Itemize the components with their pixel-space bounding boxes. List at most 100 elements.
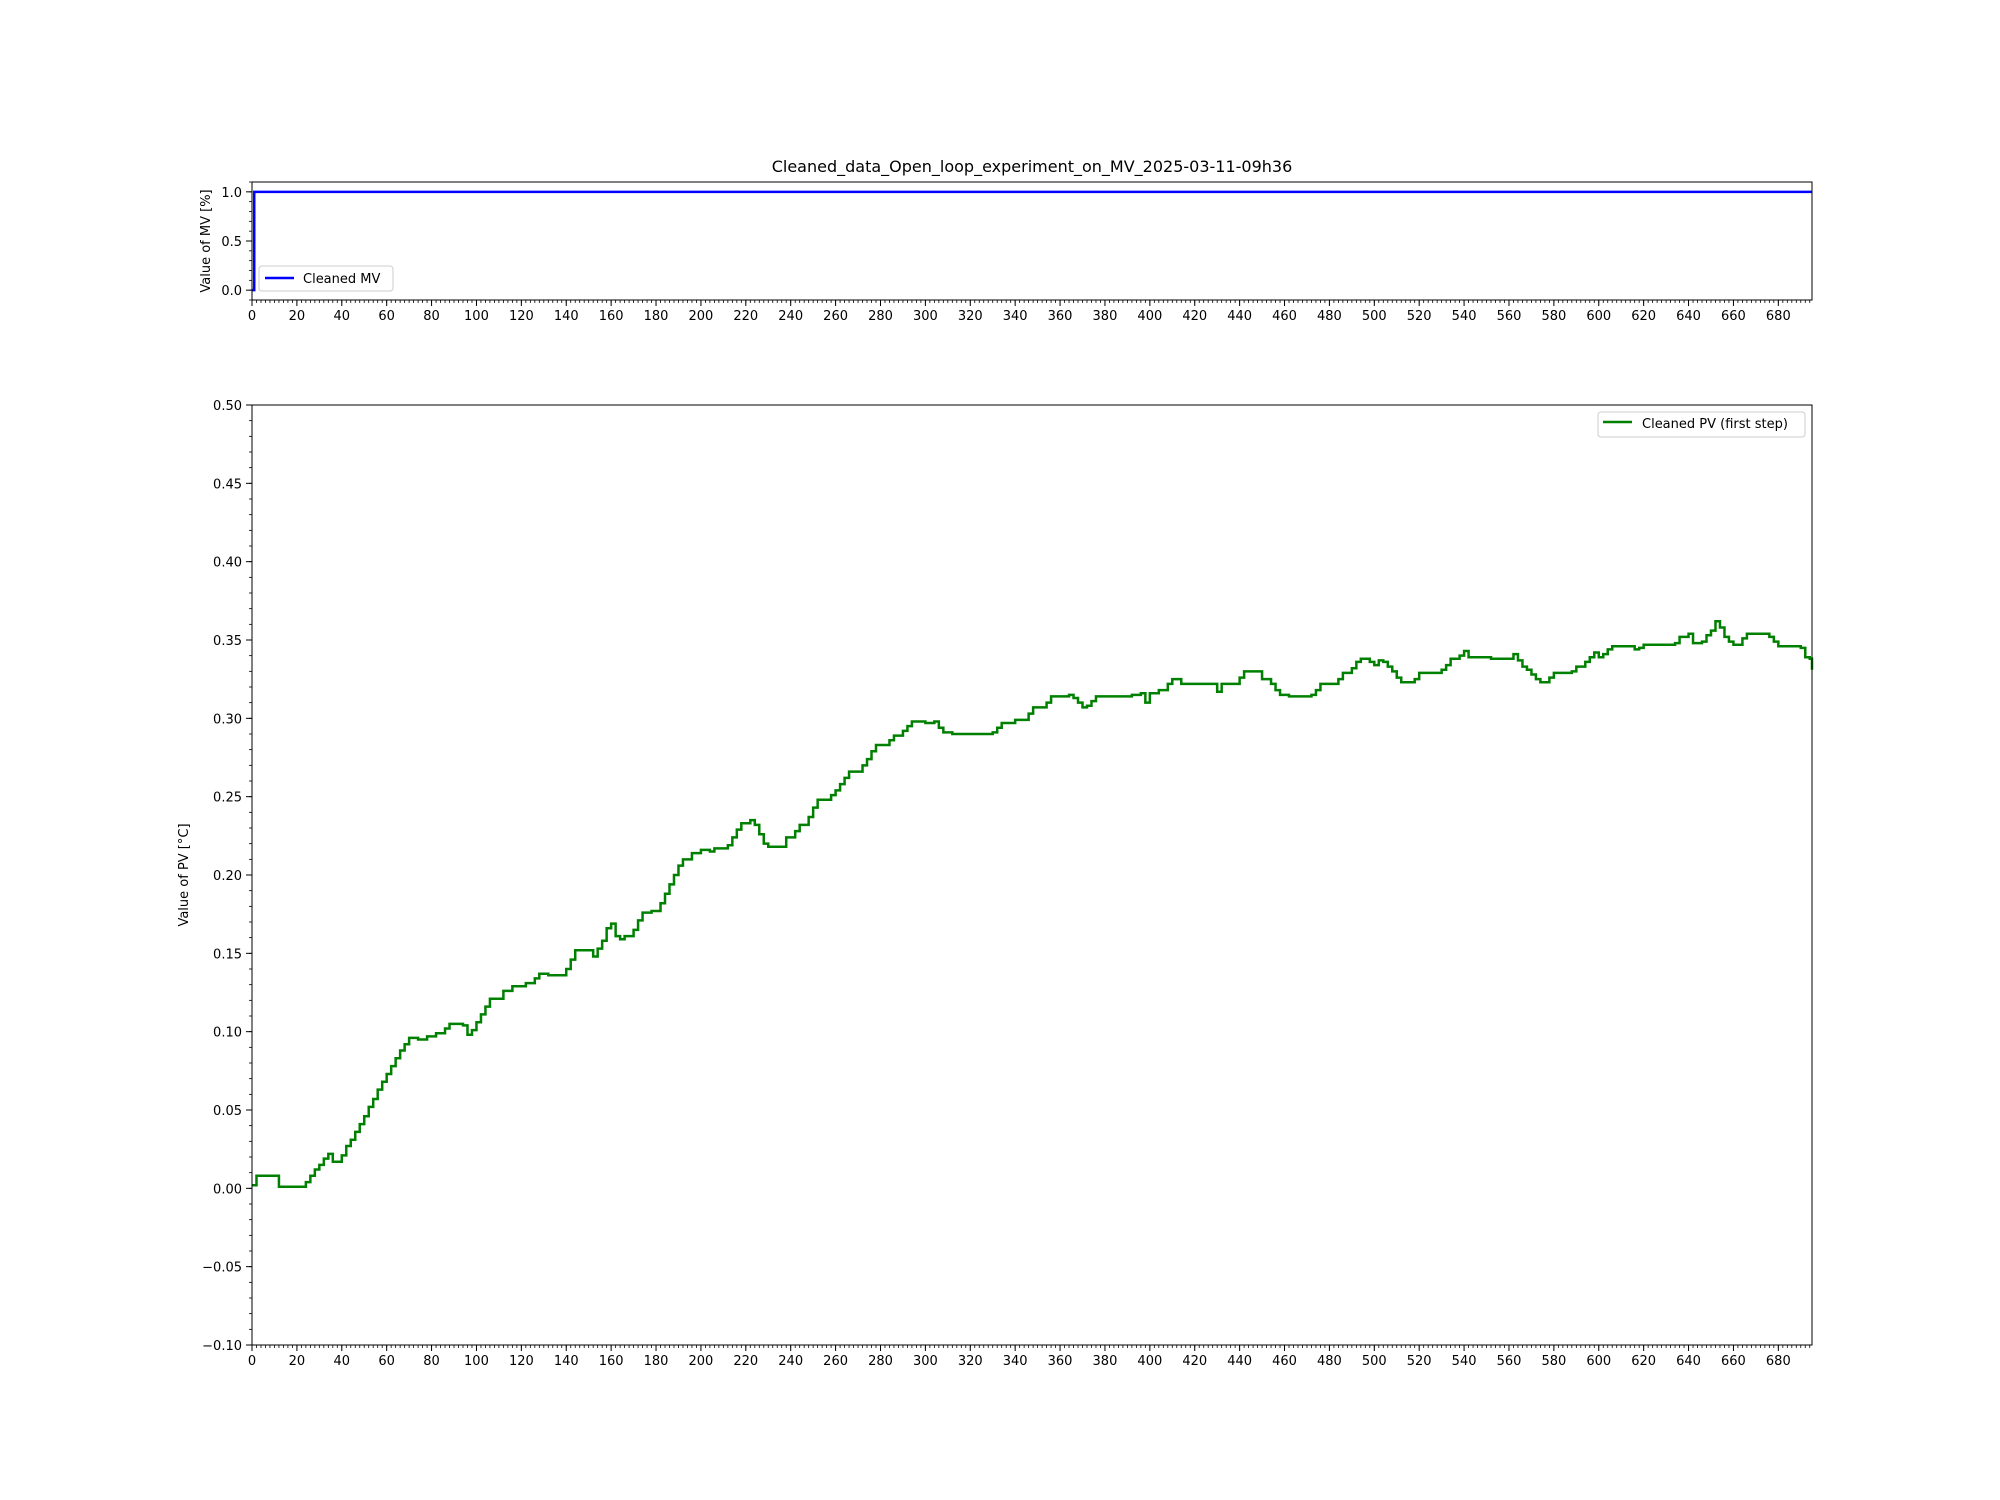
mv-x-tick-label: 300 <box>913 309 938 324</box>
pv-x-tick-label: 340 <box>1003 1354 1028 1369</box>
mv-x-tick-label: 660 <box>1721 309 1746 324</box>
mv-x-tick-label: 600 <box>1586 309 1611 324</box>
pv-x-tick-label: 80 <box>423 1354 440 1369</box>
mv-x-tick-label: 340 <box>1003 309 1028 324</box>
pv-legend-label: Cleaned PV (first step) <box>1642 417 1788 432</box>
mv-x-tick-label: 620 <box>1631 309 1656 324</box>
pv-y-tick-label: 0.25 <box>213 791 242 806</box>
mv-x-tick-label: 100 <box>464 309 489 324</box>
mv-x-tick-label: 20 <box>289 309 306 324</box>
mv-x-tick-label: 520 <box>1407 309 1432 324</box>
pv-x-tick-label: 40 <box>334 1354 351 1369</box>
pv-x-tick-label: 260 <box>823 1354 848 1369</box>
pv-x-tick-label: 220 <box>733 1354 758 1369</box>
pv-ylabel: Value of PV [°C] <box>177 823 192 926</box>
mv-x-tick-label: 120 <box>509 309 534 324</box>
pv-y-tick-label: 0.15 <box>213 947 242 962</box>
pv-y-tick-label: 0.00 <box>213 1182 242 1197</box>
mv-yticks: 0.0 0.5 1.0 <box>221 181 252 301</box>
mv-x-tick-label: 140 <box>554 309 579 324</box>
mv-legend-label: Cleaned MV <box>303 272 380 287</box>
pv-x-tick-label: 180 <box>644 1354 669 1369</box>
mv-x-tick-label: 500 <box>1362 309 1387 324</box>
mv-x-tick-label: 240 <box>778 309 803 324</box>
pv-x-tick-label: 500 <box>1362 1354 1387 1369</box>
pv-chart: −0.10 −0.05 0.00 0.05 0.10 0.15 0.20 0.25 0.30 0.… <box>177 399 1814 1369</box>
mv-x-tick-label: 400 <box>1137 309 1162 324</box>
pv-x-tick-label: 200 <box>689 1354 714 1369</box>
mv-y-tick-label: 1.0 <box>221 186 242 201</box>
pv-x-tick-label: 140 <box>554 1354 579 1369</box>
pv-x-tick-label: 300 <box>913 1354 938 1369</box>
pv-x-tick-label: 400 <box>1137 1354 1162 1369</box>
pv-x-tick-label: 560 <box>1497 1354 1522 1369</box>
mv-x-tick-label: 220 <box>733 309 758 324</box>
mv-x-tick-label: 540 <box>1452 309 1477 324</box>
mv-x-tick-label: 440 <box>1227 309 1252 324</box>
mv-x-tick-label: 480 <box>1317 309 1342 324</box>
pv-x-tick-label: 620 <box>1631 1354 1656 1369</box>
pv-x-tick-label: 480 <box>1317 1354 1342 1369</box>
mv-ylabel: Value of MV [%] <box>199 189 214 292</box>
pv-series-layer <box>252 619 1814 1189</box>
pv-y-tick-label: 0.35 <box>213 634 242 649</box>
mv-x-tick-label: 580 <box>1541 309 1566 324</box>
pv-x-tick-label: 660 <box>1721 1354 1746 1369</box>
pv-x-tick-label: 240 <box>778 1354 803 1369</box>
pv-y-tick-label: 0.45 <box>213 477 242 492</box>
pv-x-tick-label: 280 <box>868 1354 893 1369</box>
mv-x-tick-label: 420 <box>1182 309 1207 324</box>
mv-x-tick-label: 560 <box>1497 309 1522 324</box>
mv-x-tick-label: 460 <box>1272 309 1297 324</box>
pv-y-tick-label: −0.10 <box>202 1339 242 1354</box>
pv-x-tick-label: 360 <box>1048 1354 1073 1369</box>
mv-x-tick-label: 380 <box>1093 309 1118 324</box>
pv-series-line <box>252 619 1814 1189</box>
mv-y-tick-label: 0.0 <box>221 284 242 299</box>
mv-x-tick-label: 60 <box>378 309 395 324</box>
mv-chart: 0.0 0.5 1.0 0 20 40 60 80 100 120 140 160 180 200 220… <box>199 181 1813 324</box>
pv-x-tick-label: 380 <box>1093 1354 1118 1369</box>
figure-title: Cleaned_data_Open_loop_experiment_on_MV_… <box>772 157 1293 177</box>
pv-x-tick-label: 580 <box>1541 1354 1566 1369</box>
mv-plot-frame <box>251 181 1813 301</box>
pv-y-tick-label: 0.10 <box>213 1026 242 1041</box>
mv-x-tick-label: 0 <box>248 309 256 324</box>
pv-yticks: −0.10 −0.05 0.00 0.05 0.10 0.15 0.20 0.25 0.30 0.… <box>202 399 252 1354</box>
mv-x-tick-label: 40 <box>334 309 351 324</box>
pv-x-tick-label: 520 <box>1407 1354 1432 1369</box>
mv-y-tick-label: 0.5 <box>221 235 242 250</box>
pv-y-tick-label: 0.20 <box>213 869 242 884</box>
pv-x-tick-label: 320 <box>958 1354 983 1369</box>
pv-plot-frame <box>251 404 1813 1346</box>
mv-series-line <box>252 190 1812 292</box>
pv-x-tick-label: 680 <box>1766 1354 1791 1369</box>
mv-x-tick-label: 280 <box>868 309 893 324</box>
mv-x-tick-label: 80 <box>423 309 440 324</box>
mv-x-tick-label: 320 <box>958 309 983 324</box>
pv-x-tick-label: 540 <box>1452 1354 1477 1369</box>
pv-x-tick-label: 120 <box>509 1354 534 1369</box>
pv-x-tick-label: 420 <box>1182 1354 1207 1369</box>
pv-x-tick-label: 160 <box>599 1354 624 1369</box>
pv-x-tick-label: 440 <box>1227 1354 1252 1369</box>
pv-legend: Cleaned PV (first step) <box>1597 411 1806 438</box>
pv-xticks: 0 20 40 60 80 100 120 140 160 180 200 220 240 260 280 3… <box>248 1345 1811 1369</box>
pv-x-tick-label: 20 <box>289 1354 306 1369</box>
mv-x-tick-label: 200 <box>689 309 714 324</box>
pv-x-tick-label: 0 <box>248 1354 256 1369</box>
pv-legend-box <box>1597 411 1806 438</box>
pv-x-tick-label: 600 <box>1586 1354 1611 1369</box>
mv-x-tick-label: 160 <box>599 309 624 324</box>
pv-y-tick-label: 0.50 <box>213 399 242 414</box>
mv-x-tick-label: 180 <box>644 309 669 324</box>
mv-xticks: 0 20 40 60 80 100 120 140 160 180 200 220 240 260 280 3… <box>248 300 1811 324</box>
pv-x-tick-label: 60 <box>378 1354 395 1369</box>
mv-x-tick-label: 640 <box>1676 309 1701 324</box>
pv-y-tick-label: 0.05 <box>213 1104 242 1119</box>
mv-x-tick-label: 360 <box>1048 309 1073 324</box>
mv-series-layer <box>252 190 1812 292</box>
pv-x-tick-label: 100 <box>464 1354 489 1369</box>
